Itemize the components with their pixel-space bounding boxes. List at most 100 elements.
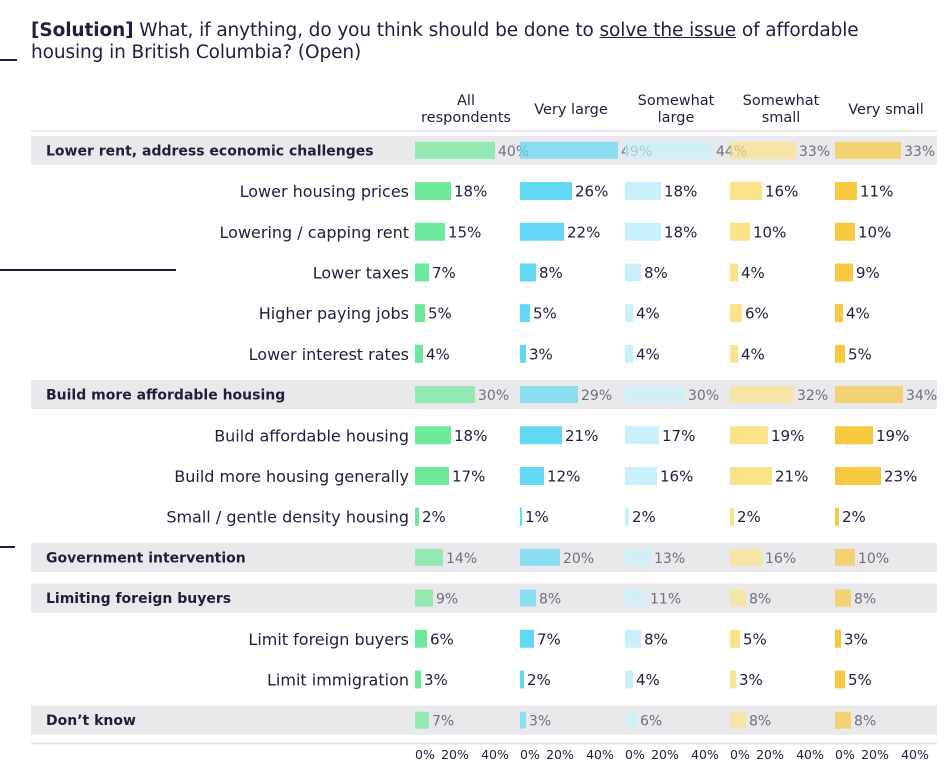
bar-very-large-small-gentle-density-housing: [520, 507, 522, 526]
bar-somewhat-large-lowering-capping-rent: [625, 222, 661, 241]
x-tick-label-all-respondents-1: 20%: [441, 747, 469, 762]
bar-all-respondents-limiting-foreign-buyers: [415, 589, 433, 607]
data-label-somewhat-small-lowering-capping-rent: 10%: [753, 223, 786, 241]
data-label-somewhat-small-limit-foreign-buyers: 5%: [743, 630, 767, 648]
bar-very-small-don-t-know: [835, 711, 851, 729]
x-tick-label-somewhat-large-0: 0%: [625, 747, 645, 762]
row-label-lower-taxes: Lower taxes: [313, 263, 409, 282]
data-label-somewhat-large-lower-interest-rates: 4%: [636, 345, 660, 363]
bar-very-large-lower-rent-address-economic-challenges: [520, 141, 618, 159]
data-label-all-respondents-higher-paying-jobs: 5%: [428, 305, 452, 323]
data-label-somewhat-large-limiting-foreign-buyers: 11%: [650, 592, 681, 608]
bar-somewhat-large-small-gentle-density-housing: [625, 507, 629, 526]
data-label-very-small-higher-paying-jobs: 4%: [846, 305, 870, 323]
data-label-very-large-higher-paying-jobs: 5%: [533, 305, 557, 323]
data-label-somewhat-large-lower-housing-prices: 18%: [664, 183, 697, 201]
bar-very-small-small-gentle-density-housing: [835, 507, 839, 526]
bar-very-small-limit-foreign-buyers: [835, 629, 841, 648]
data-label-all-respondents-government-intervention: 14%: [446, 551, 477, 567]
data-label-all-respondents-build-more-affordable-housing: 30%: [478, 388, 509, 404]
chart-title: [Solution] What, if anything, do you thi…: [31, 20, 911, 64]
bar-very-small-higher-paying-jobs: [835, 304, 843, 323]
row-label-don-t-know: Don’t know: [46, 713, 136, 729]
x-tick-label-very-large-0: 0%: [520, 747, 540, 762]
data-label-very-large-limit-foreign-buyers: 7%: [537, 630, 561, 648]
data-label-all-respondents-lower-housing-prices: 18%: [454, 183, 487, 201]
x-tick-label-somewhat-small-1: 20%: [756, 747, 784, 762]
bar-somewhat-small-small-gentle-density-housing: [730, 507, 734, 526]
row-label-build-more-housing-generally: Build more housing generally: [174, 467, 409, 486]
bar-very-large-lower-housing-prices: [520, 182, 572, 201]
data-label-somewhat-small-lower-rent-address-economic-challenges: 33%: [799, 144, 830, 160]
data-label-very-large-build-affordable-housing: 21%: [565, 427, 598, 445]
data-label-all-respondents-build-affordable-housing: 18%: [454, 427, 487, 445]
data-label-somewhat-small-lower-housing-prices: 16%: [765, 183, 798, 201]
data-label-very-small-small-gentle-density-housing: 2%: [842, 508, 866, 526]
bar-very-small-lowering-capping-rent: [835, 222, 855, 241]
row-label-government-intervention: Government intervention: [46, 550, 246, 566]
row-label-lower-housing-prices: Lower housing prices: [240, 182, 409, 201]
bar-somewhat-small-lower-rent-address-economic-challenges: [730, 141, 796, 159]
bar-somewhat-small-build-more-affordable-housing: [730, 386, 794, 404]
bar-somewhat-small-limit-foreign-buyers: [730, 629, 740, 648]
data-label-very-large-government-intervention: 20%: [563, 551, 594, 567]
bar-very-large-limit-foreign-buyers: [520, 629, 534, 648]
column-header-all-respondents: All respondents: [421, 93, 511, 126]
title-underlined-text: solve the issue: [599, 20, 737, 41]
bar-somewhat-large-government-intervention: [625, 548, 651, 566]
bar-very-large-lowering-capping-rent: [520, 222, 564, 241]
bar-very-small-build-more-housing-generally: [835, 466, 881, 485]
data-label-very-small-lower-taxes: 9%: [856, 264, 880, 282]
bar-somewhat-small-lower-interest-rates: [730, 344, 738, 363]
data-label-very-small-government-intervention: 10%: [858, 551, 889, 567]
x-tick-label-somewhat-small-0: 0%: [730, 747, 750, 762]
row-label-small-gentle-density-housing: Small / gentle density housing: [166, 508, 409, 527]
data-label-very-large-lowering-capping-rent: 22%: [567, 223, 600, 241]
data-label-very-small-lower-rent-address-economic-challenges: 33%: [904, 144, 935, 160]
bar-very-small-lower-housing-prices: [835, 182, 857, 201]
decorative-line-bottom: [0, 546, 15, 548]
bar-somewhat-small-limit-immigration: [730, 670, 736, 689]
x-tick-label-very-large-2: 40%: [586, 747, 614, 762]
bar-very-large-government-intervention: [520, 548, 560, 566]
data-label-all-respondents-small-gentle-density-housing: 2%: [422, 508, 446, 526]
bar-very-small-lower-interest-rates: [835, 344, 845, 363]
bar-all-respondents-limit-foreign-buyers: [415, 629, 427, 648]
data-label-all-respondents-lower-interest-rates: 4%: [426, 345, 450, 363]
bar-very-small-limit-immigration: [835, 670, 845, 689]
x-tick-label-very-large-1: 20%: [546, 747, 574, 762]
decorative-line-top: [0, 59, 17, 61]
bar-very-large-lower-taxes: [520, 263, 536, 282]
data-label-somewhat-small-build-affordable-housing: 19%: [771, 427, 804, 445]
data-label-very-small-build-affordable-housing: 19%: [876, 427, 909, 445]
data-label-somewhat-small-lower-taxes: 4%: [741, 264, 765, 282]
row-label-higher-paying-jobs: Higher paying jobs: [259, 304, 409, 323]
group-band-don-t-know: [31, 705, 937, 735]
bar-somewhat-large-limit-immigration: [625, 670, 633, 689]
data-label-somewhat-large-build-more-housing-generally: 16%: [660, 467, 693, 485]
bar-somewhat-small-build-affordable-housing: [730, 426, 768, 445]
row-label-lowering-capping-rent: Lowering / capping rent: [220, 223, 409, 242]
bar-somewhat-large-build-more-affordable-housing: [625, 386, 685, 404]
column-header-very-small: Very small: [848, 101, 924, 118]
data-label-very-large-lower-housing-prices: 26%: [575, 183, 608, 201]
data-label-very-large-don-t-know: 3%: [529, 714, 551, 730]
x-tick-label-somewhat-large-1: 20%: [651, 747, 679, 762]
x-tick-label-somewhat-small-2: 40%: [796, 747, 824, 762]
data-label-very-small-build-more-housing-generally: 23%: [884, 467, 917, 485]
bar-very-large-lower-interest-rates: [520, 344, 526, 363]
row-label-limit-foreign-buyers: Limit foreign buyers: [248, 630, 409, 649]
data-label-very-small-lowering-capping-rent: 10%: [858, 223, 891, 241]
data-label-somewhat-small-lower-interest-rates: 4%: [741, 345, 765, 363]
bar-all-respondents-build-more-housing-generally: [415, 466, 449, 485]
bar-somewhat-small-lower-housing-prices: [730, 182, 762, 201]
data-label-all-respondents-don-t-know: 7%: [432, 714, 454, 730]
data-label-somewhat-small-higher-paying-jobs: 6%: [745, 305, 769, 323]
bar-somewhat-large-build-more-housing-generally: [625, 466, 657, 485]
bar-very-large-higher-paying-jobs: [520, 304, 530, 323]
bar-somewhat-large-limit-foreign-buyers: [625, 629, 641, 648]
data-label-all-respondents-lower-taxes: 7%: [432, 264, 456, 282]
data-label-very-large-small-gentle-density-housing: 1%: [525, 508, 549, 526]
row-label-limiting-foreign-buyers: Limiting foreign buyers: [46, 591, 231, 607]
